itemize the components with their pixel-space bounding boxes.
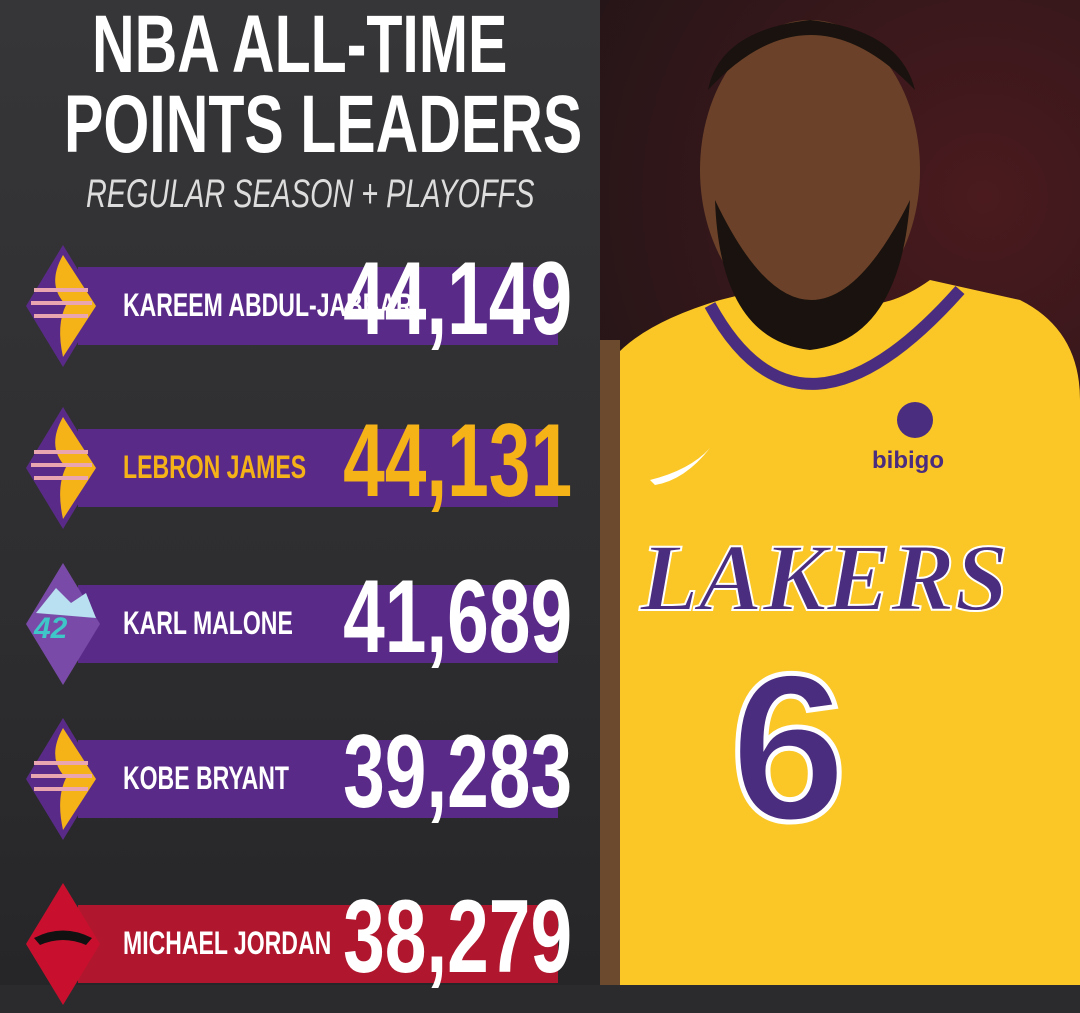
leader-bar [78, 585, 558, 663]
jersey-number: 6 [730, 630, 847, 865]
leader-row: LEBRON JAMES 44,131 [0, 403, 600, 537]
nike-swoosh-icon [650, 448, 710, 485]
player-points: 38,279 [342, 879, 572, 995]
beard [715, 200, 910, 350]
jersey-collar [704, 286, 965, 390]
title-line-2: POINTS LEADERS [64, 79, 583, 170]
lakers-logo-icon [26, 245, 100, 367]
leader-row: KAREEM ABDUL-JABBAR 44,149 [0, 241, 600, 375]
jersey [600, 280, 1080, 985]
jersey-lakers-text: LAKERS [639, 524, 1008, 631]
player-points: 41,689 [342, 559, 572, 675]
player-name: MICHAEL JORDAN [123, 925, 332, 961]
leader-bar [78, 267, 558, 345]
sponsor-logo: bibigo [872, 447, 944, 474]
player-points: 44,149 [342, 241, 572, 357]
lakers-logo-icon [26, 718, 100, 840]
player-points: 39,283 [342, 714, 572, 830]
player-name: KOBE BRYANT [123, 760, 289, 796]
player-name: KARL MALONE [123, 605, 293, 641]
jazz-logo-icon: 42 [26, 563, 100, 685]
subtitle: REGULAR SEASON + PLAYOFFS [86, 172, 535, 216]
player-head [700, 20, 920, 320]
leader-row: MICHAEL JORDAN 38,279 [0, 879, 600, 1013]
title-line-1: NBA ALL-TIME [92, 0, 508, 90]
player-photo: LAKERS 6 bibigo [600, 0, 1080, 985]
lakers-logo-icon [26, 407, 100, 529]
infographic-panel: NBA ALL-TIME POINTS LEADERS REGULAR SEAS… [0, 0, 600, 1005]
player-points: 44,131 [342, 403, 572, 519]
leader-bar [78, 429, 558, 507]
leader-bar [78, 905, 558, 983]
leader-bar [78, 740, 558, 818]
bulls-logo-icon [26, 883, 100, 1005]
leader-row: KOBE BRYANT 39,283 [0, 714, 600, 848]
player-name: KAREEM ABDUL-JABBAR [123, 287, 413, 323]
player-name: LEBRON JAMES [123, 449, 307, 485]
svg-text:42: 42 [33, 612, 68, 645]
leader-row: 42 KARL MALONE 41,689 [0, 559, 600, 693]
